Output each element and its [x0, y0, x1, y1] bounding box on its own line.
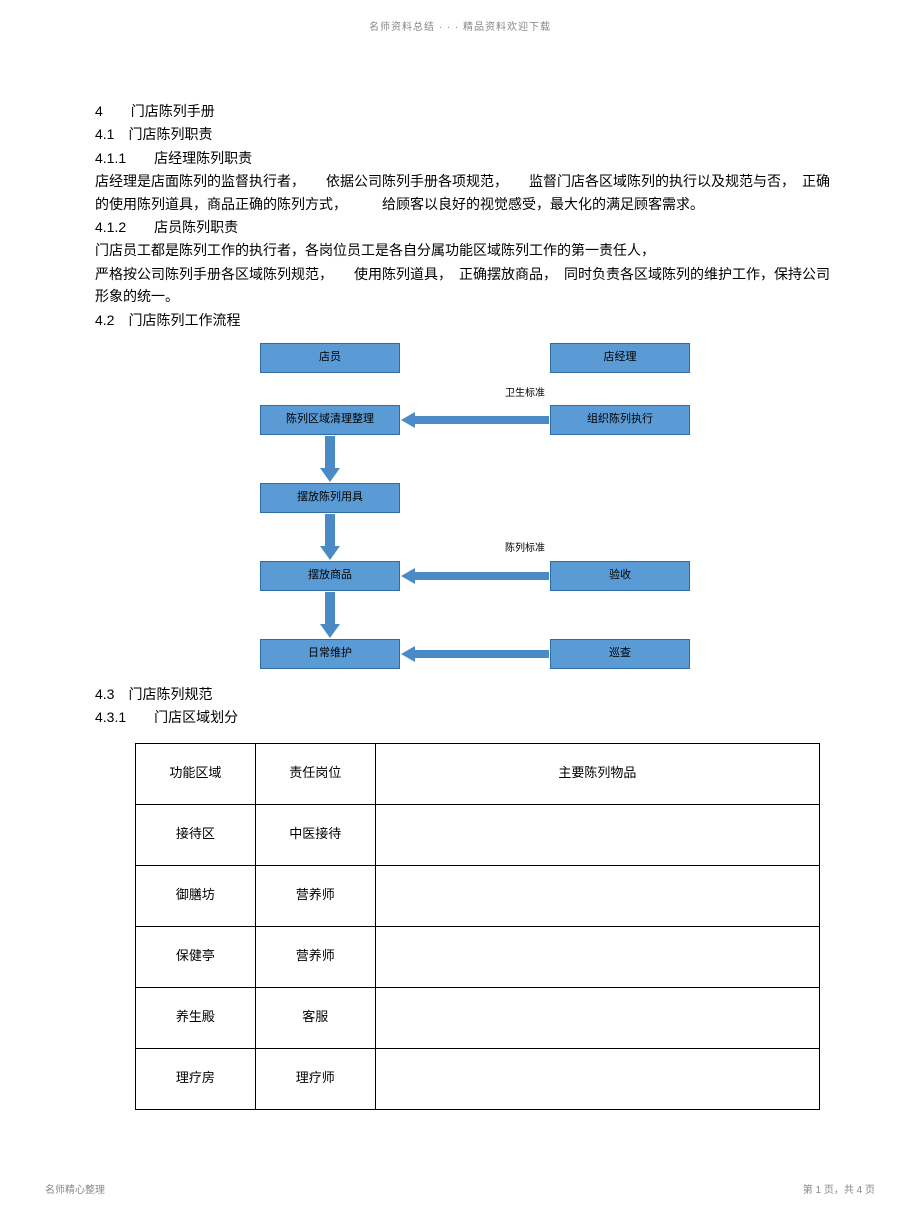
table-cell	[375, 865, 819, 926]
main-content: 4 门店陈列手册 4.1 门店陈列职责 4.1.1 店经理陈列职责 店经理是店面…	[95, 100, 835, 1110]
section-4-1-1: 4.1.1 店经理陈列职责	[95, 147, 835, 169]
section-4-1-1-body: 店经理是店面陈列的监督执行者， 依据公司陈列手册各项规范， 监督门店各区域陈列的…	[95, 170, 835, 215]
footer-right: 第 1 页，共 4 页	[803, 1181, 875, 1196]
section-4-1-2: 4.1.2 店员陈列职责	[95, 216, 835, 238]
table-cell: 保健亭	[136, 926, 256, 987]
table-header: 责任岗位	[255, 743, 375, 804]
flow-arrow	[401, 570, 549, 582]
table-row: 保健亭营养师	[136, 926, 820, 987]
section-4-3: 4.3 门店陈列规范	[95, 683, 835, 705]
table-cell: 接待区	[136, 804, 256, 865]
flow-label: 卫生标准	[505, 386, 545, 402]
table-cell	[375, 987, 819, 1048]
flow-label: 陈列标准	[505, 541, 545, 557]
table-cell: 御膳坊	[136, 865, 256, 926]
section-4: 4 门店陈列手册	[95, 100, 835, 122]
section-4-2: 4.2 门店陈列工作流程	[95, 309, 835, 331]
table-cell: 理疗师	[255, 1048, 375, 1109]
table-cell	[375, 926, 819, 987]
table-cell: 客服	[255, 987, 375, 1048]
flow-arrow	[401, 414, 549, 426]
table-cell: 养生殿	[136, 987, 256, 1048]
flow-node: 摆放商品	[260, 561, 400, 591]
flow-node: 店经理	[550, 343, 690, 373]
table-cell	[375, 1048, 819, 1109]
flowchart: 店员 店经理陈列区域清理整理 组织陈列执行摆放陈列用具摆放商品 验收日常维护 巡查 卫生标…	[255, 343, 715, 683]
flow-arrow	[401, 648, 549, 660]
page-header: 名师资料总结 · · · 精品资料欢迎下载	[369, 18, 551, 33]
flow-node: 摆放陈列用具	[260, 483, 400, 513]
section-4-3-1: 4.3.1 门店区域划分	[95, 706, 835, 728]
flow-arrow	[322, 514, 338, 560]
table-cell	[375, 804, 819, 865]
flow-node: 店员	[260, 343, 400, 373]
flow-arrow	[322, 592, 338, 638]
flow-node: 陈列区域清理整理	[260, 405, 400, 435]
section-4-1-2-body2: 严格按公司陈列手册各区域陈列规范， 使用陈列道具， 正确摆放商品， 同时负责各区…	[95, 263, 835, 308]
table-row: 接待区中医接待	[136, 804, 820, 865]
table-row: 养生殿客服	[136, 987, 820, 1048]
section-4-1-2-body1: 门店员工都是陈列工作的执行者，各岗位员工是各自分属功能区域陈列工作的第一责任人，	[95, 239, 835, 261]
table-header: 主要陈列物品	[375, 743, 819, 804]
zone-table: 功能区域责任岗位主要陈列物品接待区中医接待御膳坊营养师保健亭营养师养生殿客服理疗…	[135, 743, 820, 1110]
table-row: 御膳坊营养师	[136, 865, 820, 926]
table-cell: 中医接待	[255, 804, 375, 865]
flow-node: 日常维护	[260, 639, 400, 669]
flow-node: 验收	[550, 561, 690, 591]
flow-node: 组织陈列执行	[550, 405, 690, 435]
flow-arrow	[322, 436, 338, 482]
footer-left: 名师精心整理	[45, 1181, 105, 1196]
table-cell: 营养师	[255, 926, 375, 987]
section-4-1: 4.1 门店陈列职责	[95, 123, 835, 145]
table-cell: 营养师	[255, 865, 375, 926]
table-cell: 理疗房	[136, 1048, 256, 1109]
table-row: 理疗房理疗师	[136, 1048, 820, 1109]
flow-node: 巡查	[550, 639, 690, 669]
table-header: 功能区域	[136, 743, 256, 804]
